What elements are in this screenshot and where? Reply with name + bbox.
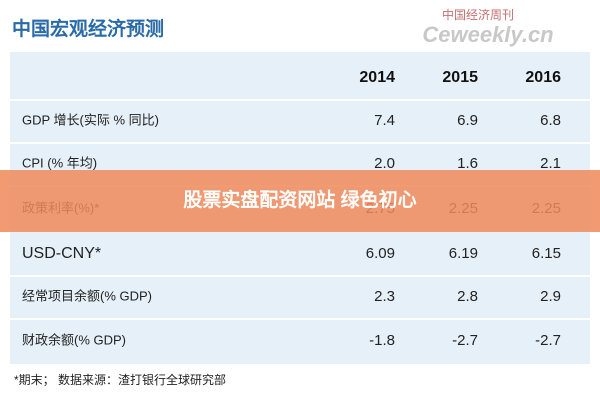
cell: 2.0 <box>374 155 395 172</box>
cell: 7.4 <box>374 112 395 129</box>
watermark-en: Ceweekly.cn <box>422 22 553 47</box>
column-header: 2016 <box>525 69 561 86</box>
cell: -2.7 <box>535 332 561 349</box>
column-header: 2014 <box>359 69 395 86</box>
cell: 2.3 <box>374 288 395 305</box>
cell: 1.6 <box>457 155 478 172</box>
cell: 2.9 <box>540 288 561 305</box>
row-label: 经常项目余额(% GDP) <box>22 288 152 303</box>
cell: 2.1 <box>540 155 561 172</box>
row-label: GDP 增长(实际 % 同比) <box>22 112 159 127</box>
banner-text: 股票实盘配资网站 绿色初心 <box>183 188 416 211</box>
footnote: *期末； 数据来源：渣打银行全球研究部 <box>14 372 226 387</box>
cell: 6.09 <box>366 245 395 262</box>
row-label: USD-CNY* <box>22 245 101 262</box>
cell: 2.8 <box>457 288 478 305</box>
row-label: CPI (% 年均) <box>22 155 97 170</box>
row-label: 财政余额(% GDP) <box>22 332 126 347</box>
watermark-cn: 中国经济周刊 <box>442 7 514 22</box>
cell: 6.8 <box>540 112 561 129</box>
title: 中国宏观经济预测 <box>12 17 164 40</box>
banner-background <box>0 170 600 232</box>
cell: 6.9 <box>457 112 478 129</box>
cell: 6.15 <box>532 245 561 262</box>
cell: -2.7 <box>452 332 478 349</box>
column-header: 2015 <box>442 69 478 86</box>
cell: 6.19 <box>449 245 478 262</box>
cell: -1.8 <box>369 332 395 349</box>
